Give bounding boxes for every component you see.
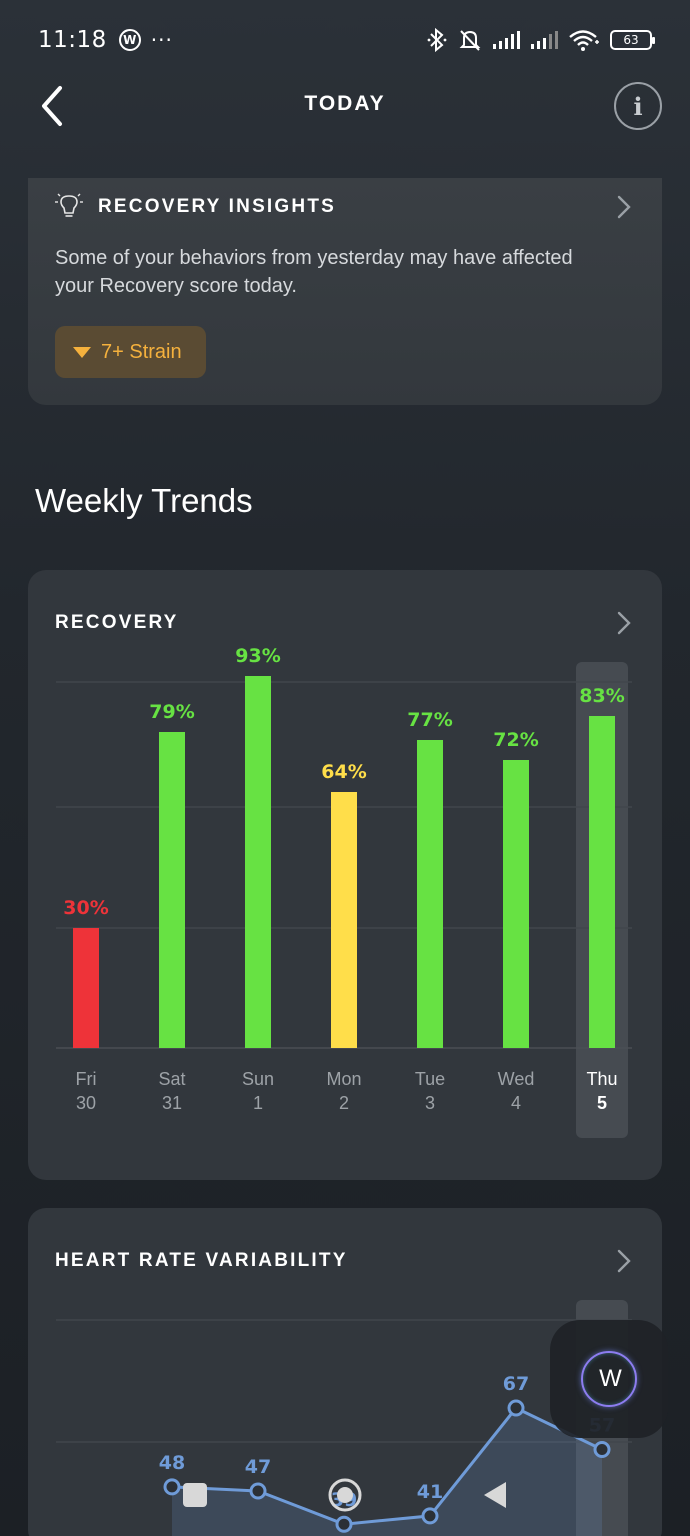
whoop-coach-button[interactable]: W bbox=[550, 1320, 668, 1438]
day-label: Thu bbox=[586, 1069, 617, 1089]
back-arrow-icon[interactable] bbox=[36, 84, 76, 128]
down-triangle-icon bbox=[73, 346, 91, 358]
signal-1-icon bbox=[493, 31, 520, 49]
wifi-icon bbox=[569, 30, 599, 51]
whoop-logo-icon: W bbox=[581, 1351, 637, 1407]
bar-value-label: 93% bbox=[235, 645, 280, 667]
status-bar: 11:18 W ··· 63 bbox=[0, 0, 690, 80]
strain-pill[interactable]: 7+ Strain bbox=[55, 326, 206, 378]
bar-value-label: 77% bbox=[407, 709, 452, 731]
chevron-right-icon[interactable] bbox=[616, 194, 632, 220]
recovery-card-title: RECOVERY bbox=[55, 612, 179, 633]
hrv-line bbox=[171, 1406, 603, 1526]
day-label: Mon bbox=[326, 1069, 361, 1089]
home-icon[interactable] bbox=[326, 1476, 364, 1514]
date-label: 1 bbox=[253, 1093, 263, 1113]
hrv-point bbox=[507, 1399, 525, 1417]
day-label: Tue bbox=[415, 1069, 445, 1089]
insights-description: Some of your behaviors from yesterday ma… bbox=[55, 247, 573, 297]
hrv-point bbox=[335, 1515, 353, 1533]
day-label: Sat bbox=[158, 1069, 185, 1089]
signal-2-icon bbox=[531, 31, 558, 49]
bar-value-label: 30% bbox=[63, 897, 108, 919]
bar-sun bbox=[245, 676, 271, 1048]
hrv-area bbox=[172, 1408, 602, 1536]
bell-muted-icon bbox=[459, 30, 481, 51]
strain-pill-label: 7+ Strain bbox=[101, 340, 182, 363]
bluetooth-icon bbox=[427, 28, 447, 52]
status-time: 11:18 bbox=[38, 27, 107, 53]
bar-value-label: 64% bbox=[321, 761, 366, 783]
recovery-trend-card[interactable]: RECOVERY 30% Fri 30 79% Sat 31 93% Sun 1 64% Mon 2 7… bbox=[28, 570, 662, 1180]
hrv-value-label: 67 bbox=[503, 1373, 529, 1395]
bar-value-label: 83% bbox=[579, 685, 624, 707]
bar-fri bbox=[73, 928, 99, 1048]
hrv-value-label: 47 bbox=[245, 1456, 271, 1478]
date-label: 4 bbox=[511, 1093, 521, 1113]
hrv-value-label: 41 bbox=[417, 1481, 443, 1503]
hrv-point bbox=[421, 1507, 439, 1525]
hrv-point bbox=[593, 1441, 611, 1458]
bar-value-label: 79% bbox=[149, 701, 194, 723]
date-label: 2 bbox=[339, 1093, 349, 1113]
bar-value-label: 72% bbox=[493, 729, 538, 751]
top-nav: TODAY i bbox=[0, 70, 690, 142]
bar-tue bbox=[417, 740, 443, 1048]
lightbulb-icon bbox=[55, 193, 83, 217]
date-label: 31 bbox=[162, 1093, 182, 1113]
bar-sat bbox=[159, 732, 185, 1048]
day-label: Fri bbox=[76, 1069, 97, 1089]
battery-icon: 63 bbox=[610, 30, 655, 50]
chevron-right-icon[interactable] bbox=[616, 610, 632, 636]
back-triangle-icon[interactable] bbox=[480, 1479, 510, 1511]
hrv-value-label: 48 bbox=[159, 1452, 185, 1474]
bar-wed bbox=[503, 760, 529, 1048]
recovery-bar-chart: 30% Fri 30 79% Sat 31 93% Sun 1 64% Mon 2 77% Tue 3 72%… bbox=[56, 645, 632, 1138]
hrv-trend-card[interactable]: HEART RATE VARIABILITY 484739416757 bbox=[28, 1208, 662, 1536]
bar-thu bbox=[589, 716, 615, 1048]
info-button[interactable]: i bbox=[614, 82, 662, 130]
chevron-right-icon[interactable] bbox=[616, 1248, 632, 1274]
date-label: 30 bbox=[76, 1093, 96, 1113]
bar-mon bbox=[331, 792, 357, 1048]
whatsapp-notification-icon: W bbox=[118, 29, 141, 51]
date-label: 3 bbox=[425, 1093, 435, 1113]
day-label: Sun bbox=[242, 1069, 274, 1089]
date-label: 5 bbox=[597, 1093, 607, 1113]
insights-title: RECOVERY INSIGHTS bbox=[98, 196, 336, 217]
hrv-point bbox=[249, 1482, 267, 1500]
day-label: Wed bbox=[498, 1069, 535, 1089]
page-title: TODAY bbox=[304, 92, 386, 115]
hrv-card-title: HEART RATE VARIABILITY bbox=[55, 1250, 348, 1271]
more-notifications-icon: ··· bbox=[150, 28, 173, 52]
weekly-trends-heading: Weekly Trends bbox=[35, 482, 253, 519]
hrv-point bbox=[163, 1478, 181, 1496]
stop-icon[interactable] bbox=[180, 1480, 210, 1510]
recovery-insights-card[interactable]: RECOVERY INSIGHTS Some of your behaviors… bbox=[28, 178, 662, 405]
